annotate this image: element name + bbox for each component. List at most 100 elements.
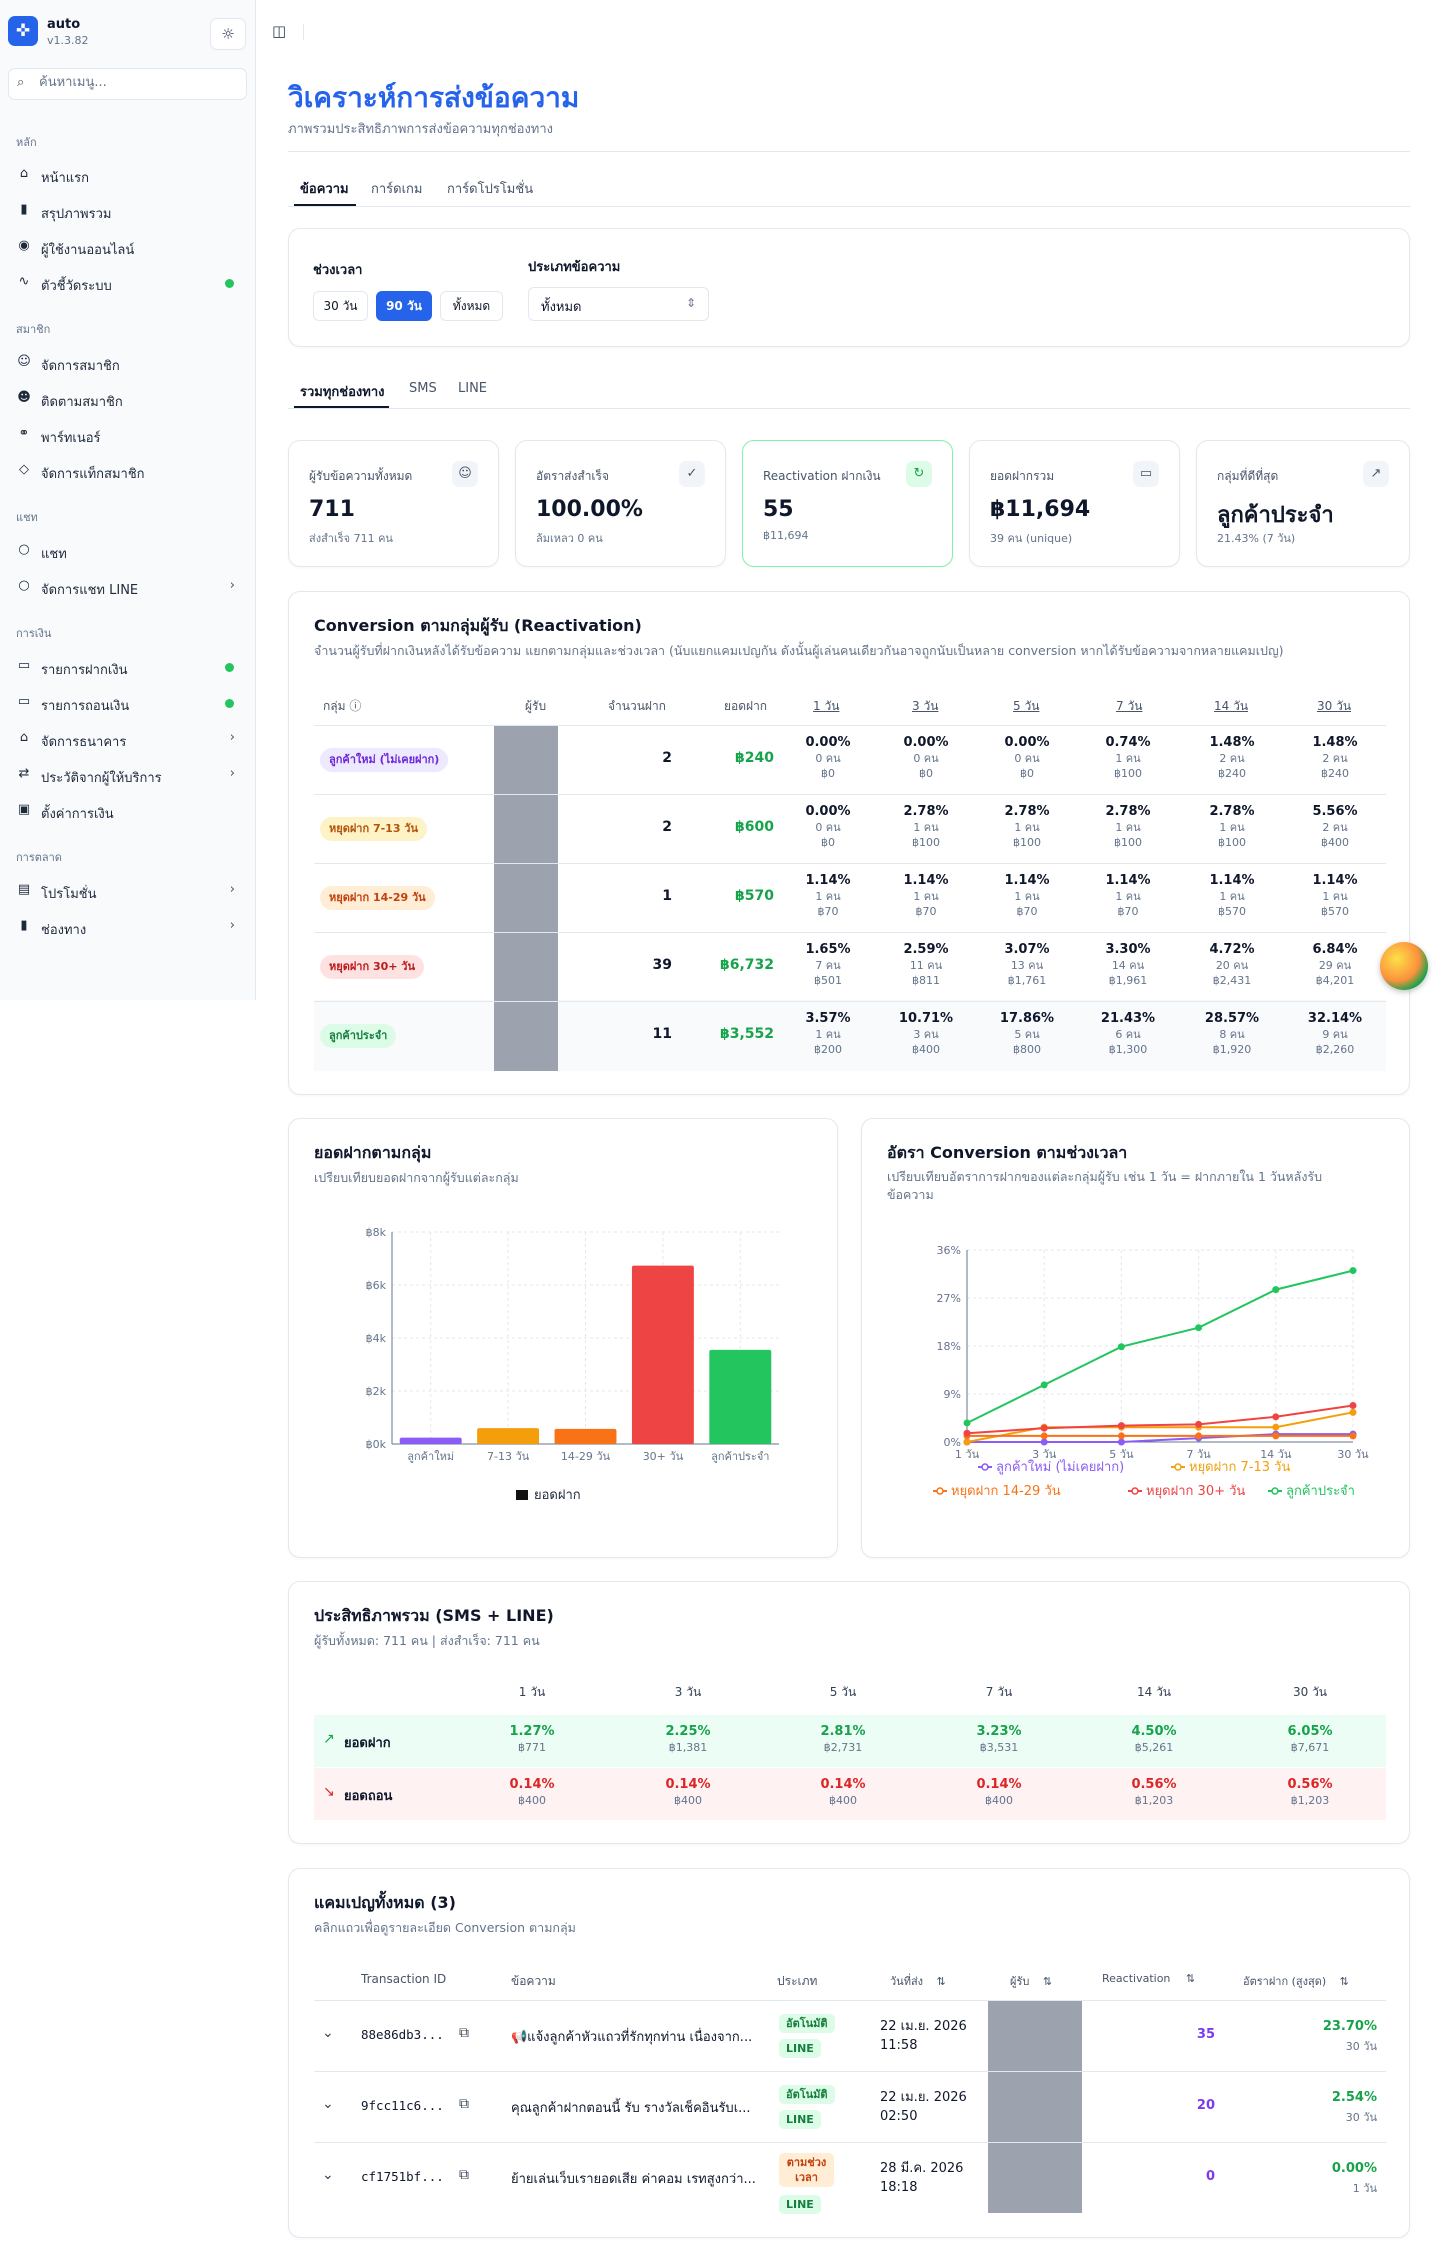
sidebar-item-track-members[interactable]: ☻ ติดตามสมาชิก xyxy=(8,384,247,414)
conversion-cell: 1.14% 1 คน ฿70 xyxy=(805,873,851,918)
message-type-label: ประเภทข้อความ xyxy=(528,260,621,275)
sidebar: ✜ auto v1.3.82 ☼ ⌕ หลัก ⌂หน้าแรก ▮สรุปภา… xyxy=(0,0,256,1000)
sidebar-item-member-tags[interactable]: ◇ จัดการแท็กสมาชิก xyxy=(8,456,247,486)
tag-icon: ◇ xyxy=(19,462,29,477)
message-type-select[interactable]: ทั้งหมด ⇕ xyxy=(528,287,709,321)
data-point xyxy=(963,1429,971,1437)
bar-chart-title: ยอดฝากตามกลุ่ม xyxy=(314,1143,432,1162)
sidebar-item-system-metrics[interactable]: ∿ ตัวชี้วัดระบบ xyxy=(8,268,247,298)
col-header-recipients: ผู้รับ xyxy=(525,699,547,713)
col-header-30d[interactable]: 30 วัน xyxy=(1317,699,1352,713)
theme-toggle-button[interactable]: ☼ xyxy=(210,18,246,50)
efficiency-row xyxy=(314,1715,1386,1767)
tab-line[interactable]: LINE xyxy=(458,381,488,396)
sidebar-item-deposits[interactable]: ▭ รายการฝากเงิน xyxy=(8,652,247,682)
conversion-cell: 1.14% 1 คน ฿570 xyxy=(1209,873,1255,918)
efficiency-cell: 4.50% ฿5,261 xyxy=(1131,1724,1177,1754)
tab-promo-cards[interactable]: การ์ดโปรโมชั่น xyxy=(447,182,534,197)
period-90d-button[interactable]: 90 วัน xyxy=(376,291,432,321)
line-chart-title: อัตรา Conversion ตามช่วงเวลา xyxy=(887,1143,1128,1162)
tab-all-channels[interactable]: รวมทุกช่องทาง xyxy=(300,385,385,400)
col-header-reactivation[interactable]: Reactivation ⇅ xyxy=(1102,1972,1196,1985)
sidebar-item-overview[interactable]: ▮ สรุปภาพรวม xyxy=(8,196,247,226)
expand-chevron-icon[interactable]: ⌄ xyxy=(322,2025,334,2041)
bar-chart: ฿0k ฿2k ฿4k ฿6k ฿8k ลูกค้าใหม่ 7-13 วัน 14-29 ว… xyxy=(366,1226,779,1503)
period-all-button[interactable]: ทั้งหมด xyxy=(440,291,503,321)
wallet-icon: ▣ xyxy=(17,802,31,817)
sort-icon: ⇅ xyxy=(1042,1975,1053,1988)
chevron-right-icon: › xyxy=(229,766,235,781)
series-line xyxy=(966,1269,1354,1424)
sent-date: 22 เม.ย. 2026 02:50 xyxy=(880,2090,967,2124)
x-tick-label: ลูกค้าประจำ xyxy=(711,1450,769,1463)
sidebar-toggle-icon[interactable]: ◫ xyxy=(272,22,287,40)
conversion-cell: 1.14% 1 คน ฿70 xyxy=(903,873,949,918)
type-badge: อัตโนมัติ xyxy=(779,2014,835,2033)
tab-game-cards[interactable]: การ์ดเกม xyxy=(371,182,423,197)
data-point xyxy=(963,1419,971,1427)
sidebar-item-channels[interactable]: ▮ ช่องทาง › xyxy=(8,912,247,942)
copy-icon[interactable]: ⧉ xyxy=(459,2025,469,2041)
sidebar-search[interactable]: ⌕ xyxy=(8,68,247,100)
conversion-cell: 1.48% 2 คน ฿240 xyxy=(1209,735,1255,780)
period-30d-button[interactable]: 30 วัน xyxy=(313,291,368,321)
col-header-5d[interactable]: 5 วัน xyxy=(1013,699,1040,713)
period-label: ช่วงเวลา xyxy=(313,263,363,278)
col-header-3d[interactable]: 3 วัน xyxy=(912,699,939,713)
sidebar-item-partners[interactable]: ⚭ พาร์ทเนอร์ xyxy=(8,420,247,450)
reactivation-count: 35 xyxy=(1196,2027,1215,2042)
bar xyxy=(477,1428,540,1444)
col-header-14d[interactable]: 14 วัน xyxy=(1214,699,1249,713)
y-tick-label: 9% xyxy=(944,1388,961,1401)
conversion-cell: 2.78% 1 คน ฿100 xyxy=(1004,804,1050,849)
x-tick-label: ลูกค้าใหม่ xyxy=(407,1450,454,1463)
efficiency-cell: 0.14% ฿400 xyxy=(820,1777,866,1807)
tab-sms[interactable]: SMS xyxy=(409,381,437,396)
y-tick-label: ฿6k xyxy=(366,1279,387,1292)
expand-chevron-icon[interactable]: ⌄ xyxy=(322,2096,334,2112)
col-header-transaction-id: Transaction ID xyxy=(361,1972,447,1986)
radio-icon: ◉ xyxy=(18,238,30,253)
data-point xyxy=(1349,1432,1357,1440)
efficiency-cell: 2.81% ฿2,731 xyxy=(820,1724,866,1754)
col-header-recipients[interactable]: ผู้รับ ⇅ xyxy=(1010,1975,1053,1988)
sidebar-item-manage-members[interactable]: ☺ จัดการสมาชิก xyxy=(8,348,247,378)
col-header-1d[interactable]: 1 วัน xyxy=(813,699,840,713)
floating-avatar-button[interactable] xyxy=(1380,942,1428,990)
x-tick-label: 7-13 วัน xyxy=(487,1450,530,1463)
app-logo-icon[interactable]: ✜ xyxy=(8,16,38,46)
conversion-cell: 1.48% 2 คน ฿240 xyxy=(1312,735,1358,780)
data-point xyxy=(1349,1267,1357,1275)
sidebar-item-provider-history[interactable]: ⇄ ประวัติจากผู้ให้บริการ › xyxy=(8,760,247,790)
conversion-cell: 3.07% 13 คน ฿1,761 xyxy=(1004,942,1050,987)
sidebar-item-withdrawals[interactable]: ▭ รายการถอนเงิน xyxy=(8,688,247,718)
tab-messages[interactable]: ข้อความ xyxy=(300,182,349,197)
efficiency-row-label: ยอดถอน xyxy=(344,1789,393,1804)
sidebar-item-chat[interactable]: ○ แชท xyxy=(8,536,247,566)
sidebar-item-line-chat[interactable]: ○ จัดการแชท LINE › xyxy=(8,572,247,602)
section-title-marketing: การตลาด xyxy=(16,851,62,864)
col-header-max-rate[interactable]: อัตราฝาก (สูงสุด) ⇅ xyxy=(1243,1975,1349,1988)
bar-chart-subtitle: เปรียบเทียบยอดฝากจากผู้รับแต่ละกลุ่ม xyxy=(314,1170,519,1185)
sort-icon: ⇅ xyxy=(1185,1972,1196,1985)
sidebar-search-input[interactable] xyxy=(39,75,239,90)
copy-icon[interactable]: ⧉ xyxy=(459,2096,469,2112)
sidebar-item-finance-settings[interactable]: ▣ ตั้งค่าการเงิน xyxy=(8,796,247,826)
legend-marker xyxy=(1131,1487,1139,1495)
col-header-date[interactable]: วันที่ส่ง ⇅ xyxy=(890,1975,946,1988)
type-badge: อัตโนมัติ xyxy=(779,2085,835,2104)
filter-card: ช่วงเวลา 30 วัน 90 วัน ทั้งหมด ประเภทข้อ… xyxy=(288,228,1410,347)
conversion-cell: 0.74% 1 คน ฿100 xyxy=(1105,735,1151,780)
sidebar-item-online-users[interactable]: ◉ ผู้ใช้งานออนไลน์ xyxy=(8,232,247,262)
x-tick-label: 14 วัน xyxy=(1260,1448,1292,1461)
sidebar-item-banks[interactable]: ⌂ จัดการธนาคาร › xyxy=(8,724,247,754)
legend-label: ลูกค้าใหม่ (ไม่เคยฝาก) xyxy=(996,1459,1124,1475)
divider xyxy=(303,24,304,40)
copy-icon[interactable]: ⧉ xyxy=(459,2167,469,2183)
sidebar-item-promotions[interactable]: ▤ โปรโมชั่น › xyxy=(8,876,247,906)
deposit-amount: ฿600 xyxy=(735,819,774,835)
col-header-7d[interactable]: 7 วัน xyxy=(1116,699,1143,713)
sidebar-item-home[interactable]: ⌂ หน้าแรก xyxy=(8,160,247,190)
campaign-message: 📢แจ้งลูกค้าหัวแถวที่รักทุกท่าน เนื่องจาก… xyxy=(511,2030,753,2045)
expand-chevron-icon[interactable]: ⌄ xyxy=(322,2167,334,2183)
